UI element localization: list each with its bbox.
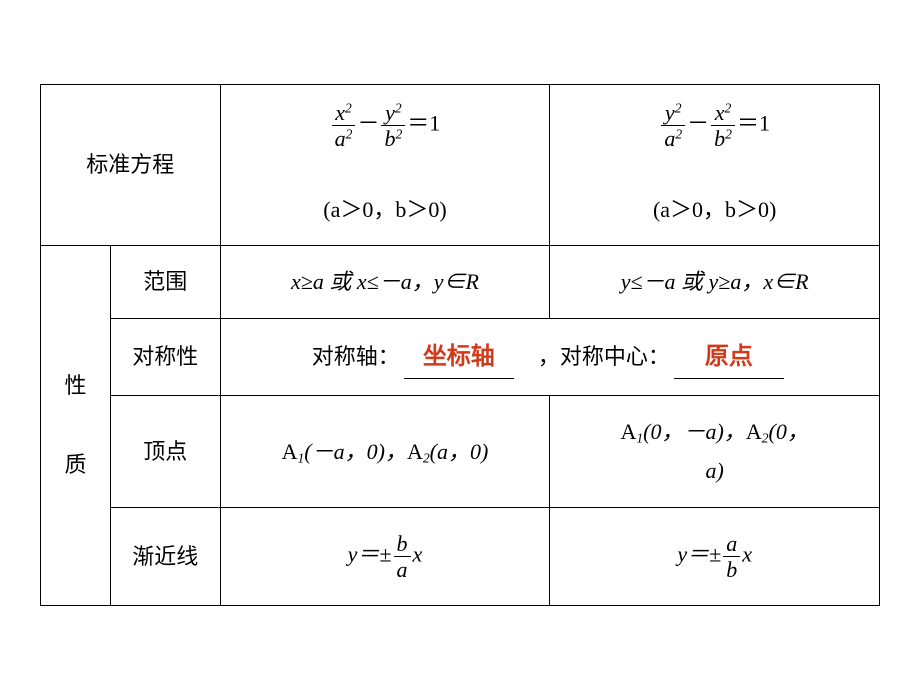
symmetry-label: 对称性	[110, 318, 220, 395]
asymptote-value-1: y＝± b a x	[220, 508, 550, 606]
vertex-value-2: A1(0，－a)，A2(0， a)	[550, 395, 880, 507]
axis-blank: 坐标轴	[404, 335, 514, 379]
equation-col-2: y2 a2 － x2 b2 ＝1 (a＞0，b＞0)	[550, 84, 880, 245]
axis-fill: 坐标轴	[423, 343, 495, 370]
symmetry-value: 对称轴： 坐标轴 ，对称中心： 原点	[220, 318, 879, 395]
frac-y2-b2: y2 b2	[381, 101, 405, 150]
frac-x2-a2: x2 a2	[332, 101, 356, 150]
center-blank: 原点	[674, 335, 784, 379]
vertex-label: 顶点	[110, 395, 220, 507]
frac-b-a: b a	[394, 532, 411, 581]
equation-col-1: x2 a2 － y2 b2 ＝1 (a＞0，b＞0)	[220, 84, 550, 245]
frac-y2-a2: y2 a2	[661, 101, 685, 150]
asymptote-value-2: y＝± a b x	[550, 508, 880, 606]
properties-label: 性质	[41, 246, 111, 606]
frac-a-b: a b	[723, 532, 740, 581]
range-label: 范围	[110, 246, 220, 319]
header-standard-equation: 标准方程	[41, 84, 221, 245]
vertex-value-1: A1(－a，0)，A2(a，0)	[220, 395, 550, 507]
center-fill: 原点	[705, 343, 753, 370]
frac-x2-b2: x2 b2	[711, 101, 735, 150]
asymptote-label: 渐近线	[110, 508, 220, 606]
condition-2: (a＞0，b＞0)	[653, 197, 776, 222]
range-value-2: y≤－a 或 y≥a，x∈R	[550, 246, 880, 319]
condition-1: (a＞0，b＞0)	[323, 197, 446, 222]
range-value-1: x≥a 或 x≤－a，y∈R	[220, 246, 550, 319]
